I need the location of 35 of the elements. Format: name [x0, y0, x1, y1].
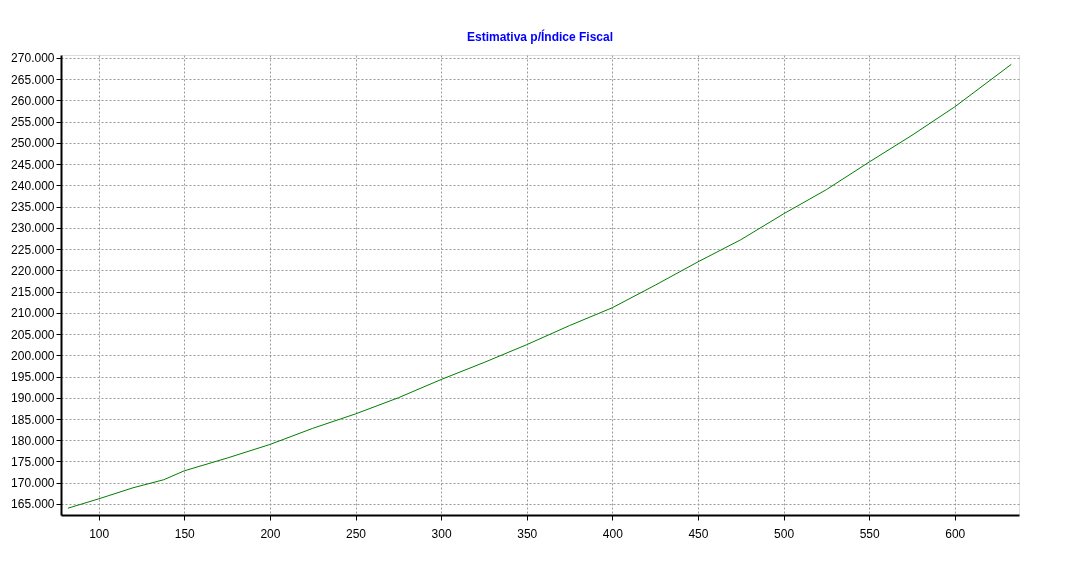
y-tick-label: 220.000 [11, 263, 55, 278]
x-tick-label: 300 [431, 526, 452, 541]
y-tick-label: 270.000 [11, 51, 55, 66]
y-tick-label: 195.000 [11, 370, 55, 385]
y-tick-label: 260.000 [11, 93, 55, 108]
chart-title: Estimativa p/Índice Fiscal [466, 28, 614, 44]
y-tick-label: 265.000 [11, 72, 55, 87]
x-tick-label: 250 [345, 526, 367, 541]
y-tick-label: 170.000 [11, 476, 55, 491]
y-tick-label: 225.000 [11, 242, 55, 257]
y-tick-label: 255.000 [11, 115, 55, 130]
y-tick-label: 230.000 [11, 221, 55, 236]
y-tick-label: 175.000 [11, 454, 55, 469]
y-tick-label: 245.000 [11, 157, 55, 172]
x-tick-label: 600 [945, 526, 966, 541]
y-tick-label: 210.000 [11, 306, 55, 321]
y-tick-label: 200.000 [11, 348, 55, 363]
x-tick-label: 150 [174, 526, 196, 541]
x-tick-label: 350 [517, 526, 538, 541]
x-tick-label: 400 [602, 526, 624, 541]
x-tick-label: 500 [774, 526, 795, 541]
y-tick-label: 165.000 [11, 497, 55, 512]
x-tick-label: 550 [859, 526, 881, 541]
y-tick-label: 205.000 [11, 327, 55, 342]
y-tick-label: 180.000 [11, 433, 55, 448]
y-tick-label: 250.000 [11, 136, 55, 151]
y-tick-label: 215.000 [11, 285, 55, 300]
x-tick-label: 100 [89, 526, 110, 541]
y-tick-label: 185.000 [11, 412, 55, 427]
line-series [67, 63, 1012, 509]
y-tick-label: 190.000 [11, 391, 55, 406]
x-tick-label: 200 [260, 526, 281, 541]
y-tick-label: 235.000 [11, 200, 55, 215]
x-tick-label: 450 [688, 526, 709, 541]
y-tick-label: 240.000 [11, 178, 55, 193]
